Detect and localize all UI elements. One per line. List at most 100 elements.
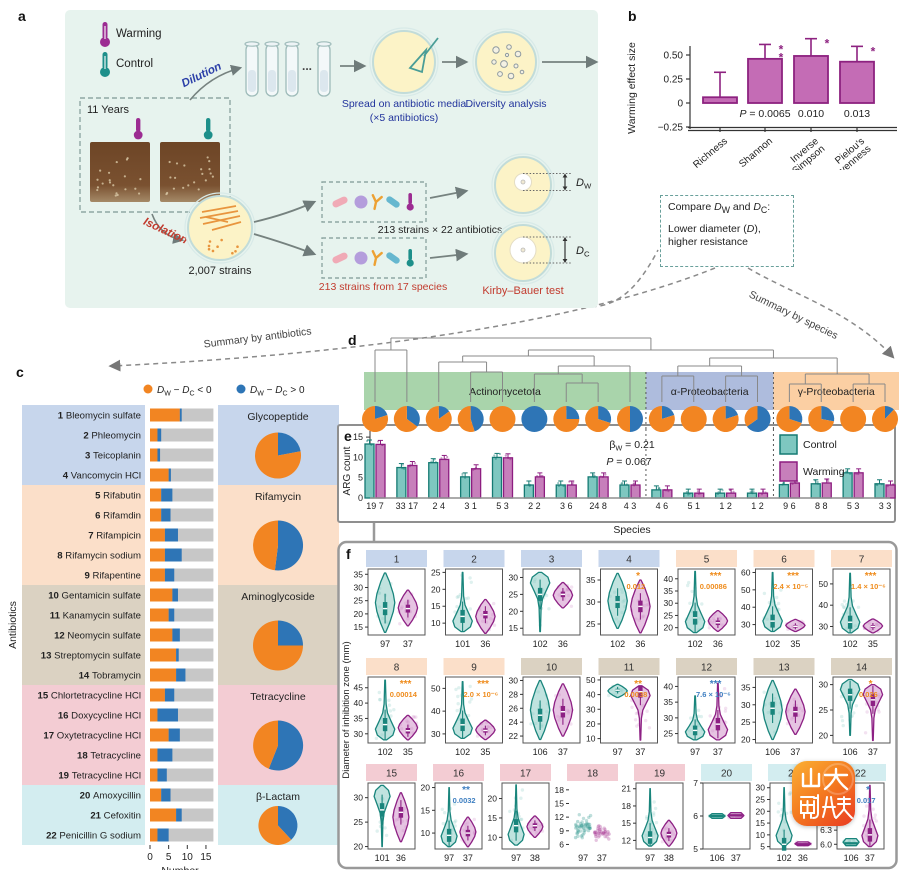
figure-graphic bbox=[562, 259, 568, 263]
microbe-y-icon bbox=[371, 193, 383, 211]
figure-graphic bbox=[209, 172, 212, 175]
figure-graphic: 0 bbox=[677, 99, 683, 110]
figure-graphic: 12 Neomycin sulfate bbox=[54, 631, 141, 642]
figure-graphic bbox=[753, 550, 815, 567]
figure-graphic: 12 bbox=[54, 631, 67, 642]
soil-plot-warming bbox=[90, 142, 150, 202]
figure-graphic bbox=[576, 828, 580, 832]
figure-graphic bbox=[157, 708, 178, 722]
figure-graphic: * bbox=[866, 785, 870, 796]
figure-graphic: 18 bbox=[555, 785, 565, 795]
antibiotic-row: 11 Kanamycin sulfate bbox=[50, 608, 214, 622]
figure-graphic bbox=[463, 822, 468, 826]
figure-graphic bbox=[469, 697, 474, 701]
figure-graphic bbox=[200, 168, 203, 171]
figure-graphic bbox=[557, 482, 560, 485]
figure-graphic bbox=[867, 621, 871, 625]
figure-graphic bbox=[582, 831, 586, 835]
figure-graphic bbox=[362, 406, 389, 432]
figure-graphic bbox=[529, 722, 533, 726]
figure-graphic: 101 bbox=[455, 639, 470, 649]
figure-graphic bbox=[375, 443, 386, 499]
figure-graphic: 2.0 × 10⁻⁶ bbox=[463, 690, 498, 699]
figure-graphic bbox=[123, 175, 126, 178]
figure-graphic bbox=[462, 828, 466, 832]
figure-graphic: 20 bbox=[421, 783, 431, 793]
figure-graphic bbox=[468, 684, 472, 689]
figure-graphic bbox=[871, 807, 875, 811]
connector-a-to-box bbox=[564, 249, 659, 308]
figure-graphic: 30 bbox=[431, 729, 441, 739]
figure-graphic: W bbox=[584, 182, 592, 191]
figure-graphic: 12 bbox=[555, 812, 565, 822]
figure-graphic bbox=[378, 698, 382, 702]
panel-label-b: b bbox=[628, 8, 637, 24]
figure-graphic bbox=[576, 830, 581, 834]
figure-graphic: Rifapentine bbox=[92, 571, 141, 582]
figure-graphic: 3 3 bbox=[879, 501, 892, 511]
violin-subplot: 10 22 24 26 28 30 106 37 bbox=[509, 658, 582, 757]
figure-graphic: 22 bbox=[855, 769, 867, 780]
figure-graphic: 3 Teicoplanin bbox=[85, 451, 141, 462]
figure-graphic bbox=[150, 648, 177, 662]
watermark-logo-glyphs bbox=[800, 763, 854, 819]
figure-graphic: 30 bbox=[756, 783, 766, 793]
figure-graphic: − bbox=[171, 385, 182, 396]
figure-graphic: 38 bbox=[530, 853, 540, 863]
species-bar-pair: 4 6 bbox=[651, 485, 673, 511]
figure-graphic bbox=[717, 491, 720, 494]
figure-graphic bbox=[527, 483, 530, 486]
figure-graphic bbox=[798, 706, 802, 711]
antibiotic-row: 18 Tetracycline bbox=[77, 748, 214, 762]
branch-arrow-control bbox=[253, 233, 317, 257]
figure-graphic bbox=[369, 27, 439, 97]
figure-graphic: 37 bbox=[403, 639, 413, 649]
figure-graphic bbox=[657, 487, 660, 491]
figure-graphic bbox=[444, 458, 447, 461]
figure-graphic: Tetracycline bbox=[250, 691, 306, 703]
figure-graphic: 25 bbox=[756, 795, 766, 805]
figure-graphic bbox=[164, 568, 175, 582]
figure-graphic: 102 bbox=[765, 639, 780, 649]
figure-graphic bbox=[513, 63, 519, 69]
figure-graphic: Shannon bbox=[737, 136, 775, 170]
figure-graphic bbox=[621, 482, 624, 485]
figure-graphic: 19 bbox=[58, 771, 71, 782]
figure-graphic bbox=[366, 764, 417, 781]
figure-graphic bbox=[414, 715, 418, 719]
figure-graphic: 18 bbox=[587, 769, 599, 780]
figure-graphic bbox=[466, 821, 470, 825]
species-pie-chart bbox=[744, 405, 771, 432]
violin-subplot: 15 20 25 30 101 36 bbox=[354, 764, 417, 863]
figure-graphic bbox=[688, 601, 692, 605]
figure-graphic bbox=[581, 833, 585, 837]
figure-graphic bbox=[684, 695, 706, 741]
figure-graphic bbox=[775, 595, 779, 600]
figure-graphic bbox=[579, 823, 584, 827]
figure-graphic bbox=[664, 489, 668, 492]
figure-graphic bbox=[598, 830, 602, 834]
figure-graphic bbox=[578, 825, 582, 829]
figure-graphic bbox=[168, 160, 171, 164]
species-pie-chart bbox=[840, 406, 867, 432]
figure-graphic bbox=[598, 476, 609, 499]
figure-graphic: 0.00014 bbox=[390, 690, 418, 699]
figure-graphic bbox=[519, 817, 524, 821]
figure-graphic bbox=[579, 834, 584, 838]
figure-graphic bbox=[521, 658, 582, 675]
figure-graphic bbox=[810, 483, 821, 499]
species-pie-chart bbox=[553, 405, 580, 432]
figure-graphic bbox=[204, 179, 207, 182]
figure-graphic bbox=[749, 490, 752, 493]
figure-graphic bbox=[699, 714, 703, 719]
figure-graphic bbox=[864, 828, 868, 833]
figure-graphic bbox=[801, 709, 805, 713]
figure-graphic: Glycopeptide bbox=[247, 411, 308, 423]
figure-graphic bbox=[519, 69, 525, 75]
figure-graphic: = 0.067 bbox=[613, 456, 651, 468]
text-segment: D bbox=[714, 201, 722, 213]
figure-graphic bbox=[491, 44, 525, 80]
figure-graphic bbox=[176, 668, 186, 682]
figure-graphic: 17 bbox=[520, 769, 532, 780]
figure-graphic: 50 bbox=[819, 579, 829, 589]
